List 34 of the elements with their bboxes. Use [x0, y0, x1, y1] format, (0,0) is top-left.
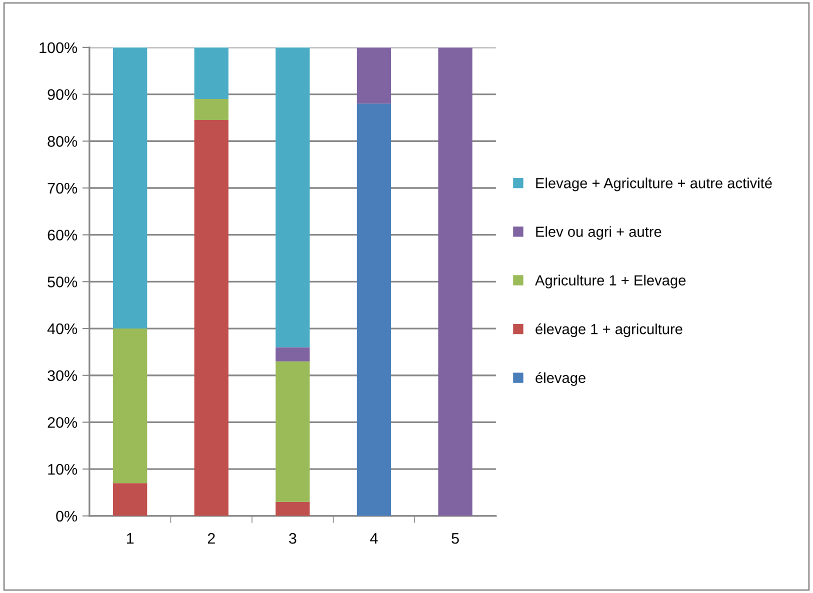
- bar: [356, 47, 392, 104]
- bar: [438, 47, 472, 516]
- bar: [276, 361, 310, 502]
- x-tick-label: 3: [289, 532, 296, 544]
- y-tick-label: 60%: [48, 230, 78, 241]
- y-tick-label: 0%: [56, 510, 78, 522]
- legend-label: Agriculture 1 + Elevage: [535, 274, 686, 288]
- bar: [356, 104, 392, 516]
- bar: [113, 328, 148, 484]
- legend-label: élevage: [536, 372, 586, 386]
- x-tick-label: 1: [126, 533, 134, 544]
- bar: [194, 47, 228, 99]
- legend-label: Elev ou agri + autre: [536, 226, 662, 240]
- y-tick-label: 40%: [47, 323, 78, 334]
- x-tick-label: 5: [452, 533, 459, 544]
- y-tick-label: 80%: [48, 136, 78, 147]
- y-tick-label: 100%: [40, 42, 78, 54]
- y-tick-label: 30%: [48, 370, 78, 382]
- y-tick-label: 50%: [48, 276, 78, 288]
- bar: [276, 502, 310, 516]
- y-tick-label: 90%: [48, 89, 78, 100]
- bar: [276, 47, 310, 348]
- y-tick-label: 20%: [48, 417, 78, 428]
- bar: [194, 120, 228, 516]
- bar: [113, 483, 148, 516]
- bar: [113, 47, 148, 329]
- legend-label: élevage 1 + agriculture: [536, 323, 682, 338]
- y-tick-label: 10%: [48, 464, 78, 475]
- bar: [276, 347, 310, 362]
- bar: [194, 98, 228, 120]
- legend-label: Elevage + Agriculture + autre activité: [536, 177, 772, 192]
- y-tick-label: 70%: [48, 182, 78, 194]
- x-tick-label: 4: [370, 533, 378, 544]
- x-tick-label: 2: [208, 532, 215, 544]
